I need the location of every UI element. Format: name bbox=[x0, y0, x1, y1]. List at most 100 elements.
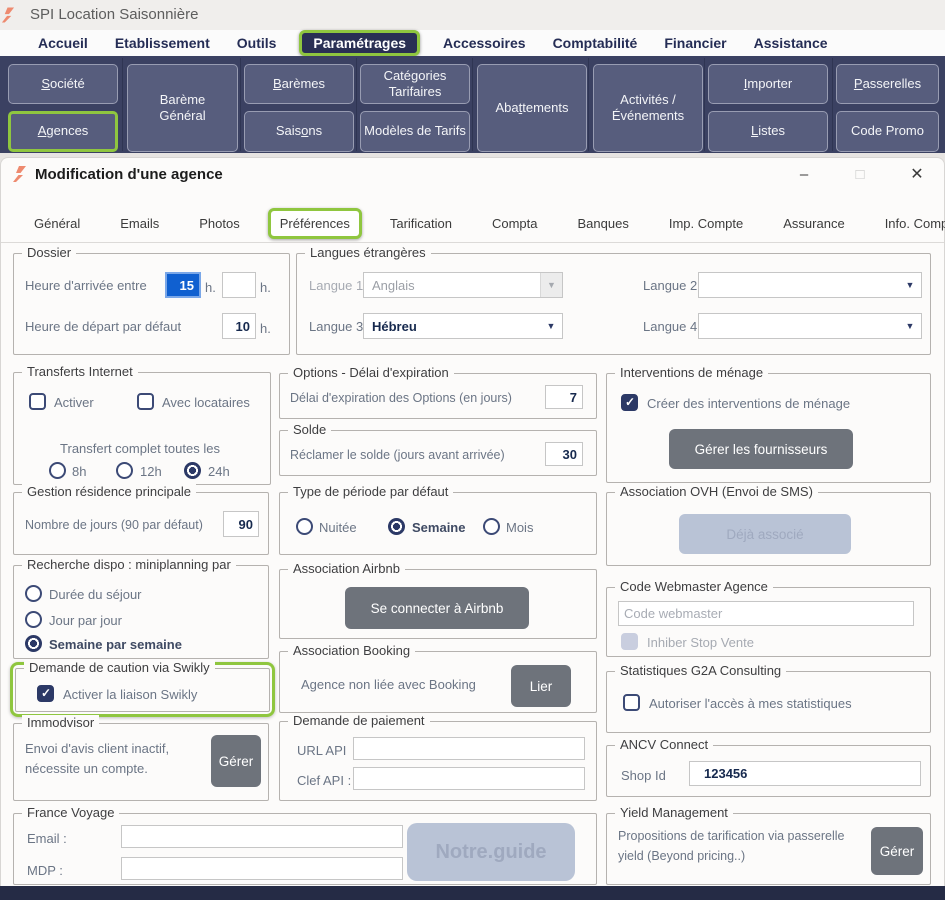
delai-expiration-input[interactable] bbox=[545, 385, 583, 409]
arrival-hour2-input[interactable] bbox=[222, 272, 256, 298]
langue3-dropdown[interactable]: Hébreu ▼ bbox=[363, 313, 563, 339]
ribbon-button-listes[interactable]: Listes bbox=[708, 111, 828, 152]
radio-jour-par-jour[interactable] bbox=[25, 611, 42, 628]
immodvisor-gerer-button[interactable]: Gérer bbox=[211, 735, 261, 787]
reclamer-solde-input[interactable] bbox=[545, 442, 583, 466]
group-title: Association OVH (Envoi de SMS) bbox=[615, 484, 818, 499]
app-title: SPI Location Saisonnière bbox=[30, 6, 199, 23]
group-title: Langues étrangères bbox=[305, 245, 431, 260]
group-title: Options - Délai d'expiration bbox=[288, 365, 454, 380]
radio-8h-label: 8h bbox=[72, 464, 87, 479]
tab-preferences[interactable]: Préférences bbox=[267, 207, 362, 239]
group-title: Statistiques G2A Consulting bbox=[615, 663, 787, 678]
radio-8h[interactable] bbox=[49, 462, 66, 479]
bottom-bar bbox=[0, 886, 945, 900]
ribbon-button-categories-tarifaires[interactable]: Catégories Tarifaires bbox=[360, 64, 470, 104]
menu-item-comptabilite[interactable]: Comptabilité bbox=[552, 35, 638, 51]
notre-guide-button: Notre.guide bbox=[407, 823, 575, 881]
code-webmaster-input[interactable] bbox=[618, 601, 914, 626]
yield-gerer-button[interactable]: Gérer bbox=[871, 827, 923, 875]
radio-mois[interactable] bbox=[483, 518, 500, 535]
activer-swikly-checkbox[interactable] bbox=[37, 685, 54, 702]
group-title: Dossier bbox=[22, 245, 77, 260]
langue2-dropdown[interactable]: ▼ bbox=[698, 272, 922, 298]
ribbon-button-societe[interactable]: Société bbox=[8, 64, 118, 104]
langue4-dropdown[interactable]: ▼ bbox=[698, 313, 922, 339]
ribbon-separator bbox=[472, 58, 473, 151]
ribbon-button-passerelles[interactable]: Passerelles bbox=[836, 64, 939, 104]
chevron-down-icon: ▼ bbox=[546, 321, 556, 331]
group-title: Code Webmaster Agence bbox=[615, 579, 773, 594]
inhiber-stop-vente-label: Inhiber Stop Vente bbox=[647, 635, 754, 650]
menu-item-accueil[interactable]: Accueil bbox=[38, 35, 88, 51]
ribbon-button-saisons[interactable]: Saisons bbox=[244, 111, 354, 152]
hour-unit: h. bbox=[260, 280, 271, 295]
departure-hour-input[interactable] bbox=[222, 313, 256, 339]
ribbon-button-activites-evenements[interactable]: Activités / Événements bbox=[593, 64, 703, 152]
radio-semaine-par-semaine[interactable] bbox=[25, 635, 42, 652]
nombre-jours-input[interactable] bbox=[223, 511, 259, 537]
ribbon-button-bareme-general[interactable]: Barème Général bbox=[127, 64, 238, 152]
close-button[interactable]: ✕ bbox=[910, 166, 924, 183]
activer-checkbox[interactable] bbox=[29, 393, 46, 410]
fv-mdp-input[interactable] bbox=[121, 857, 403, 880]
tab-assurance[interactable]: Assurance bbox=[783, 215, 845, 231]
lier-booking-button[interactable]: Lier bbox=[511, 665, 571, 707]
radio-12h[interactable] bbox=[116, 462, 133, 479]
ribbon-button-baremes[interactable]: Barèmes bbox=[244, 64, 354, 104]
connecter-airbnb-button[interactable]: Se connecter à Airbnb bbox=[345, 587, 529, 629]
nombre-jours-label: Nombre de jours (90 par défaut) bbox=[25, 518, 203, 532]
radio-24h[interactable] bbox=[184, 462, 201, 479]
radio-semaine[interactable] bbox=[388, 518, 405, 535]
tab-photos[interactable]: Photos bbox=[199, 215, 240, 231]
autoriser-stats-checkbox[interactable] bbox=[623, 694, 640, 711]
ribbon-button-abattements[interactable]: Abattements bbox=[477, 64, 587, 152]
group-title: France Voyage bbox=[22, 805, 120, 820]
menu-item-parametrages[interactable]: Paramétrages bbox=[299, 30, 421, 56]
clef-api-input[interactable] bbox=[353, 767, 585, 790]
ribbon-button-code-promo[interactable]: Code Promo bbox=[836, 111, 939, 152]
menu-item-financier[interactable]: Financier bbox=[664, 35, 727, 51]
fv-email-input[interactable] bbox=[121, 825, 403, 848]
tab-emails[interactable]: Emails bbox=[120, 215, 160, 231]
menu-bar: Accueil Etablissement Outils Paramétrage… bbox=[0, 30, 945, 56]
group-options-delai: Options - Délai d'expiration bbox=[279, 365, 597, 419]
group-title: Solde bbox=[288, 422, 332, 437]
avec-locataires-label: Avec locataires bbox=[162, 395, 250, 410]
reclamer-solde-label: Réclamer le solde (jours avant arrivée) bbox=[290, 448, 505, 462]
group-solde: Solde bbox=[279, 422, 597, 476]
autoriser-stats-label: Autoriser l'accès à mes statistiques bbox=[649, 696, 852, 711]
shop-id-input[interactable] bbox=[689, 761, 921, 786]
tab-banques[interactable]: Banques bbox=[577, 215, 629, 231]
tab-tarification[interactable]: Tarification bbox=[389, 215, 452, 231]
url-api-label: URL API bbox=[297, 743, 347, 758]
gerer-fournisseurs-button[interactable]: Gérer les fournisseurs bbox=[669, 429, 853, 469]
group-title: Demande de caution via Swikly bbox=[24, 660, 215, 675]
tab-general[interactable]: Général bbox=[34, 215, 81, 231]
menu-item-assistance[interactable]: Assistance bbox=[753, 35, 828, 51]
group-dispo: Recherche dispo : miniplanning par bbox=[13, 557, 269, 659]
creer-interventions-checkbox[interactable] bbox=[621, 394, 638, 411]
activer-label: Activer bbox=[54, 395, 94, 410]
ribbon-button-agences[interactable]: Agences bbox=[8, 111, 118, 152]
menu-item-etablissement[interactable]: Etablissement bbox=[114, 35, 210, 51]
menu-item-accessoires[interactable]: Accessoires bbox=[443, 35, 526, 51]
tab-compta[interactable]: Compta bbox=[491, 215, 538, 231]
menu-item-outils[interactable]: Outils bbox=[236, 35, 277, 51]
tab-imp-compte[interactable]: Imp. Compte bbox=[668, 215, 744, 231]
arrival-hour-input[interactable] bbox=[165, 272, 201, 298]
langue2-label: Langue 2 bbox=[643, 278, 698, 293]
fv-email-label: Email : bbox=[27, 831, 67, 846]
ribbon-button-modeles-de-tarifs[interactable]: Modèles de Tarifs bbox=[360, 111, 470, 152]
minimize-button[interactable]: – bbox=[799, 165, 809, 183]
avec-locataires-checkbox[interactable] bbox=[137, 393, 154, 410]
dialog-logo-icon bbox=[12, 166, 27, 187]
url-api-input[interactable] bbox=[353, 737, 585, 760]
ribbon-button-importer[interactable]: Importer bbox=[708, 64, 828, 104]
immodvisor-text-line1: Envoi d'avis client inactif, bbox=[25, 741, 170, 756]
radio-nuitee[interactable] bbox=[296, 518, 313, 535]
tab-info-comp[interactable]: Info. Comp. bbox=[884, 215, 945, 231]
group-title: Association Booking bbox=[288, 643, 416, 658]
group-france-voyage: France Voyage bbox=[13, 805, 597, 885]
radio-duree-sejour[interactable] bbox=[25, 585, 42, 602]
